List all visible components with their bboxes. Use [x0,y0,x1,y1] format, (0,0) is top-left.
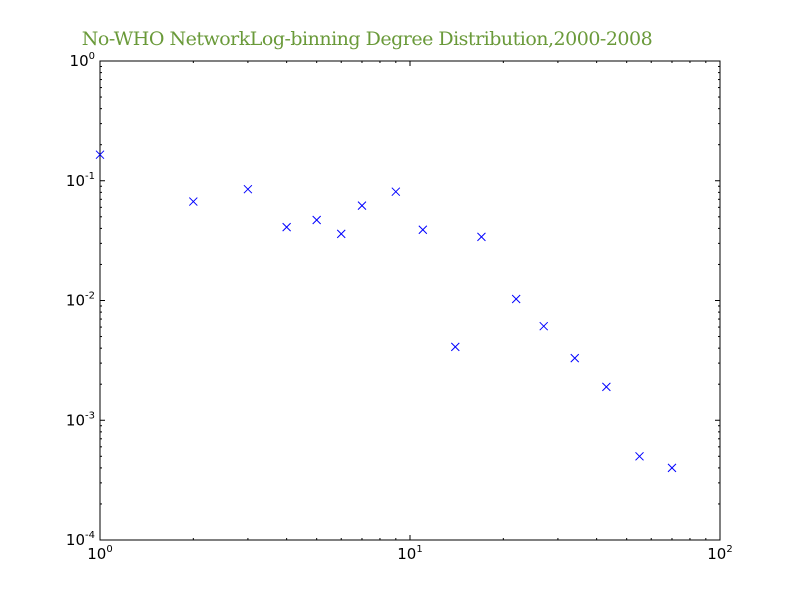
data-point [418,225,428,235]
x-tick-label: 102 [707,544,732,563]
data-point [188,197,198,206]
data-markers [95,150,677,473]
data-point [336,229,346,239]
data-point [635,451,644,461]
y-tick-label: 100 [70,51,95,70]
data-point [391,187,401,197]
data-point [312,215,322,225]
major-ticks [99,60,721,541]
data-point [511,294,521,304]
plot-frame [99,60,721,541]
data-point [477,232,486,242]
data-point [570,353,580,363]
y-tick-label: 10-1 [66,171,95,190]
x-tick-label: 100 [87,544,112,563]
data-point [243,184,253,194]
y-tick-label: 10-3 [66,410,95,429]
data-point [95,150,105,160]
data-point [282,222,291,232]
minor-ticks [100,61,720,540]
y-tick-label: 10-2 [66,291,95,310]
data-point [450,342,460,352]
tick-labels: 100 101 102 100 10-1 10-2 10-3 10-4 [66,51,733,563]
y-tick-label: 10-4 [66,530,95,549]
data-point [667,463,677,473]
data-point [539,321,549,331]
x-tick-label: 101 [397,544,422,563]
data-point [357,201,367,210]
data-point [602,382,611,392]
chart-title: No-WHO NetworkLog-binning Degree Distrib… [81,28,653,50]
